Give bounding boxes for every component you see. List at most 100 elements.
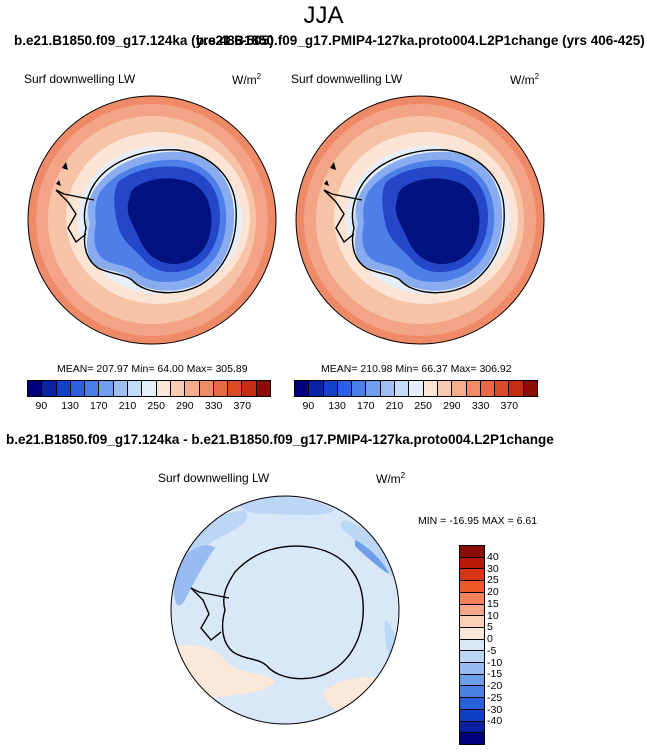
diff-colorbar-swatch — [460, 721, 484, 734]
left-colorbar-tick-label: 90 — [35, 400, 48, 412]
right-colorbar-tick-label: 130 — [328, 400, 346, 412]
left-panel-title: b.e21.B1850.f09_g17.124ka (yrs 486-505) — [14, 33, 274, 48]
right-colorbar-swatch — [495, 381, 510, 396]
diff-colorbar-tick-label: 5 — [487, 621, 493, 634]
diff-colorbar-tick-label: 0 — [487, 633, 493, 646]
right-colorbar-tick-label: 370 — [500, 400, 519, 412]
diff-colorbar-tick-label: 25 — [487, 574, 499, 587]
diff-colorbar-swatch — [460, 546, 484, 558]
diff-colorbar-swatch — [460, 651, 484, 664]
diff-colorbar-swatch — [460, 592, 484, 605]
right-colorbar-swatch — [509, 381, 524, 396]
left-colorbar-tick-label: 330 — [204, 400, 223, 412]
diff-colorbar-swatch — [460, 674, 484, 687]
left-colorbar-swatch — [142, 381, 157, 396]
left-colorbar-swatch — [85, 381, 100, 396]
right-colorbar-swatch — [480, 381, 496, 396]
right-stats: MEAN= 210.98 Min= 66.37 Max= 306.92 — [321, 363, 512, 375]
right-colorbar-tick-label: 250 — [414, 400, 432, 412]
left-colorbar-swatches — [27, 380, 271, 397]
right-units-label: W/m2 — [510, 72, 540, 87]
right-colorbar: 90 130 170 210 250 290 330 370 — [294, 380, 538, 413]
left-colorbar-swatch — [42, 381, 57, 396]
right-colorbar-swatch — [466, 381, 481, 396]
diff-colorbar-tick-label: 40 — [487, 550, 499, 563]
diff-colorbar-tick-label: -30 — [487, 703, 503, 716]
right-panel-title: b.e21.B1850.f09_g17.PMIP4-127ka.proto004… — [196, 33, 645, 48]
right-colorbar-tick-label: 90 — [302, 400, 315, 412]
diff-colorbar-tick-label: 15 — [487, 597, 499, 610]
diff-colorbar-tick-label: -15 — [487, 668, 503, 681]
difference-title: b.e21.B1850.f09_g17.124ka - b.e21.B1850.… — [6, 432, 554, 447]
diff-stats: MIN = -16.95 MAX = 6.61 — [418, 515, 538, 527]
right-colorbar-swatches — [294, 380, 538, 397]
left-colorbar-swatch — [228, 381, 243, 396]
left-colorbar-swatch — [156, 381, 171, 396]
right-colorbar-swatch — [452, 381, 467, 396]
diff-colorbar-swatch — [460, 639, 484, 652]
diff-colorbar-swatch — [460, 581, 484, 593]
left-colorbar-swatch — [28, 381, 43, 396]
right-colorbar-tick-label: 210 — [385, 400, 404, 412]
left-colorbar-tick-label: 290 — [176, 400, 194, 412]
diff-colorbar-swatch — [460, 557, 484, 570]
diff-colorbar-tick-label: -25 — [487, 691, 503, 704]
diff-colorbar-swatch — [460, 686, 484, 699]
right-colorbar-swatch — [409, 381, 424, 396]
left-stats: MEAN= 207.97 Min= 64.00 Max= 305.89 — [57, 363, 248, 375]
diff-units-label: W/m2 — [376, 471, 406, 486]
diff-colorbar-swatches — [459, 545, 485, 745]
right-colorbar-ticks: 90 130 170 210 250 290 330 370 — [294, 397, 538, 413]
diff-colorbar-tick-label: -10 — [487, 656, 503, 669]
diff-colorbar-tick-label: -5 — [487, 644, 497, 657]
left-colorbar-swatch — [170, 381, 186, 396]
left-colorbar-tick-label: 370 — [233, 400, 252, 412]
diff-colorbar-swatch — [460, 604, 484, 617]
left-colorbar-tick-label: 210 — [118, 400, 137, 412]
season-title: JJA — [303, 2, 344, 29]
left-colorbar-tick-label: 170 — [89, 400, 108, 412]
right-colorbar-swatch — [380, 381, 396, 396]
diff-colorbar-swatch — [460, 698, 484, 710]
diff-colorbar-swatch — [460, 627, 484, 640]
diff-colorbar-swatch — [460, 569, 484, 582]
left-colorbar-swatch — [113, 381, 129, 396]
right-colorbar-swatch — [395, 381, 410, 396]
left-colorbar-swatch — [242, 381, 257, 396]
left-colorbar-ticks: 90 130 170 210 250 290 330 370 — [27, 397, 271, 413]
right-colorbar-swatch — [309, 381, 324, 396]
diff-colorbar-tick-label: 30 — [487, 562, 499, 575]
right-colorbar-swatch — [523, 381, 538, 396]
right-variable-label: Surf downwelling LW — [291, 72, 403, 86]
left-units-label: W/m2 — [232, 72, 262, 87]
left-colorbar-swatch — [199, 381, 214, 396]
right-colorbar-tick-label: 290 — [443, 400, 461, 412]
left-colorbar-swatch — [213, 381, 229, 396]
diff-colorbar-tick-label: -20 — [487, 680, 503, 693]
diff-colorbar-tick-label: -40 — [487, 715, 503, 728]
right-colorbar-swatch — [437, 381, 453, 396]
diff-colorbar-swatch — [460, 663, 484, 675]
right-polar-map — [295, 95, 545, 345]
left-polar-map — [27, 95, 277, 345]
diff-variable-label: Surf downwelling LW — [158, 471, 270, 485]
right-colorbar-tick-label: 170 — [356, 400, 375, 412]
right-colorbar-swatch — [337, 381, 353, 396]
right-colorbar-swatch — [295, 381, 310, 396]
left-colorbar-tick-label: 250 — [147, 400, 165, 412]
diff-colorbar-tick-label: 10 — [487, 609, 499, 622]
diff-colorbar-swatch — [460, 733, 484, 744]
left-colorbar-swatch — [185, 381, 200, 396]
diff-colorbar-swatch — [460, 616, 484, 628]
left-colorbar: 90 130 170 210 250 290 330 370 — [27, 380, 271, 413]
left-colorbar-swatch — [56, 381, 71, 396]
right-colorbar-swatch — [423, 381, 438, 396]
left-colorbar-swatch — [128, 381, 143, 396]
right-colorbar-swatch — [366, 381, 381, 396]
diff-colorbar-tick-label: 20 — [487, 586, 499, 599]
left-colorbar-swatch — [99, 381, 114, 396]
left-colorbar-tick-label: 130 — [61, 400, 79, 412]
right-colorbar-swatch — [352, 381, 367, 396]
left-colorbar-swatch — [256, 381, 271, 396]
right-colorbar-swatch — [323, 381, 338, 396]
